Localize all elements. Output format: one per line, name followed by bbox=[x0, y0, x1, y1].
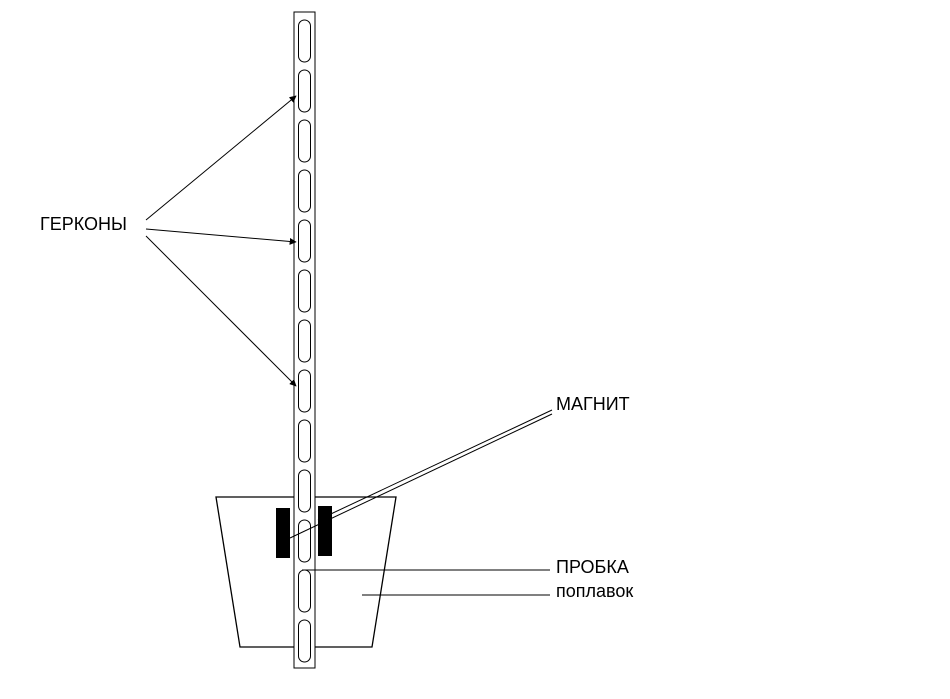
magnet-block bbox=[318, 506, 332, 556]
leader-line-magnet bbox=[290, 414, 552, 538]
leader-line-reed bbox=[146, 229, 296, 242]
label-reed_switches: ГЕРКОНЫ bbox=[40, 214, 127, 234]
diagram-canvas: ГЕРКОНЫ МАГНИТ ПРОБКА поплавок bbox=[0, 0, 950, 694]
leader-line-reed bbox=[146, 236, 296, 386]
label-cork: ПРОБКА bbox=[556, 557, 629, 577]
label-float: поплавок bbox=[556, 581, 633, 601]
magnet-block bbox=[276, 508, 290, 558]
label-magnet: МАГНИТ bbox=[556, 394, 630, 414]
leader-line-magnet bbox=[318, 410, 552, 520]
leader-line-reed bbox=[146, 96, 296, 220]
